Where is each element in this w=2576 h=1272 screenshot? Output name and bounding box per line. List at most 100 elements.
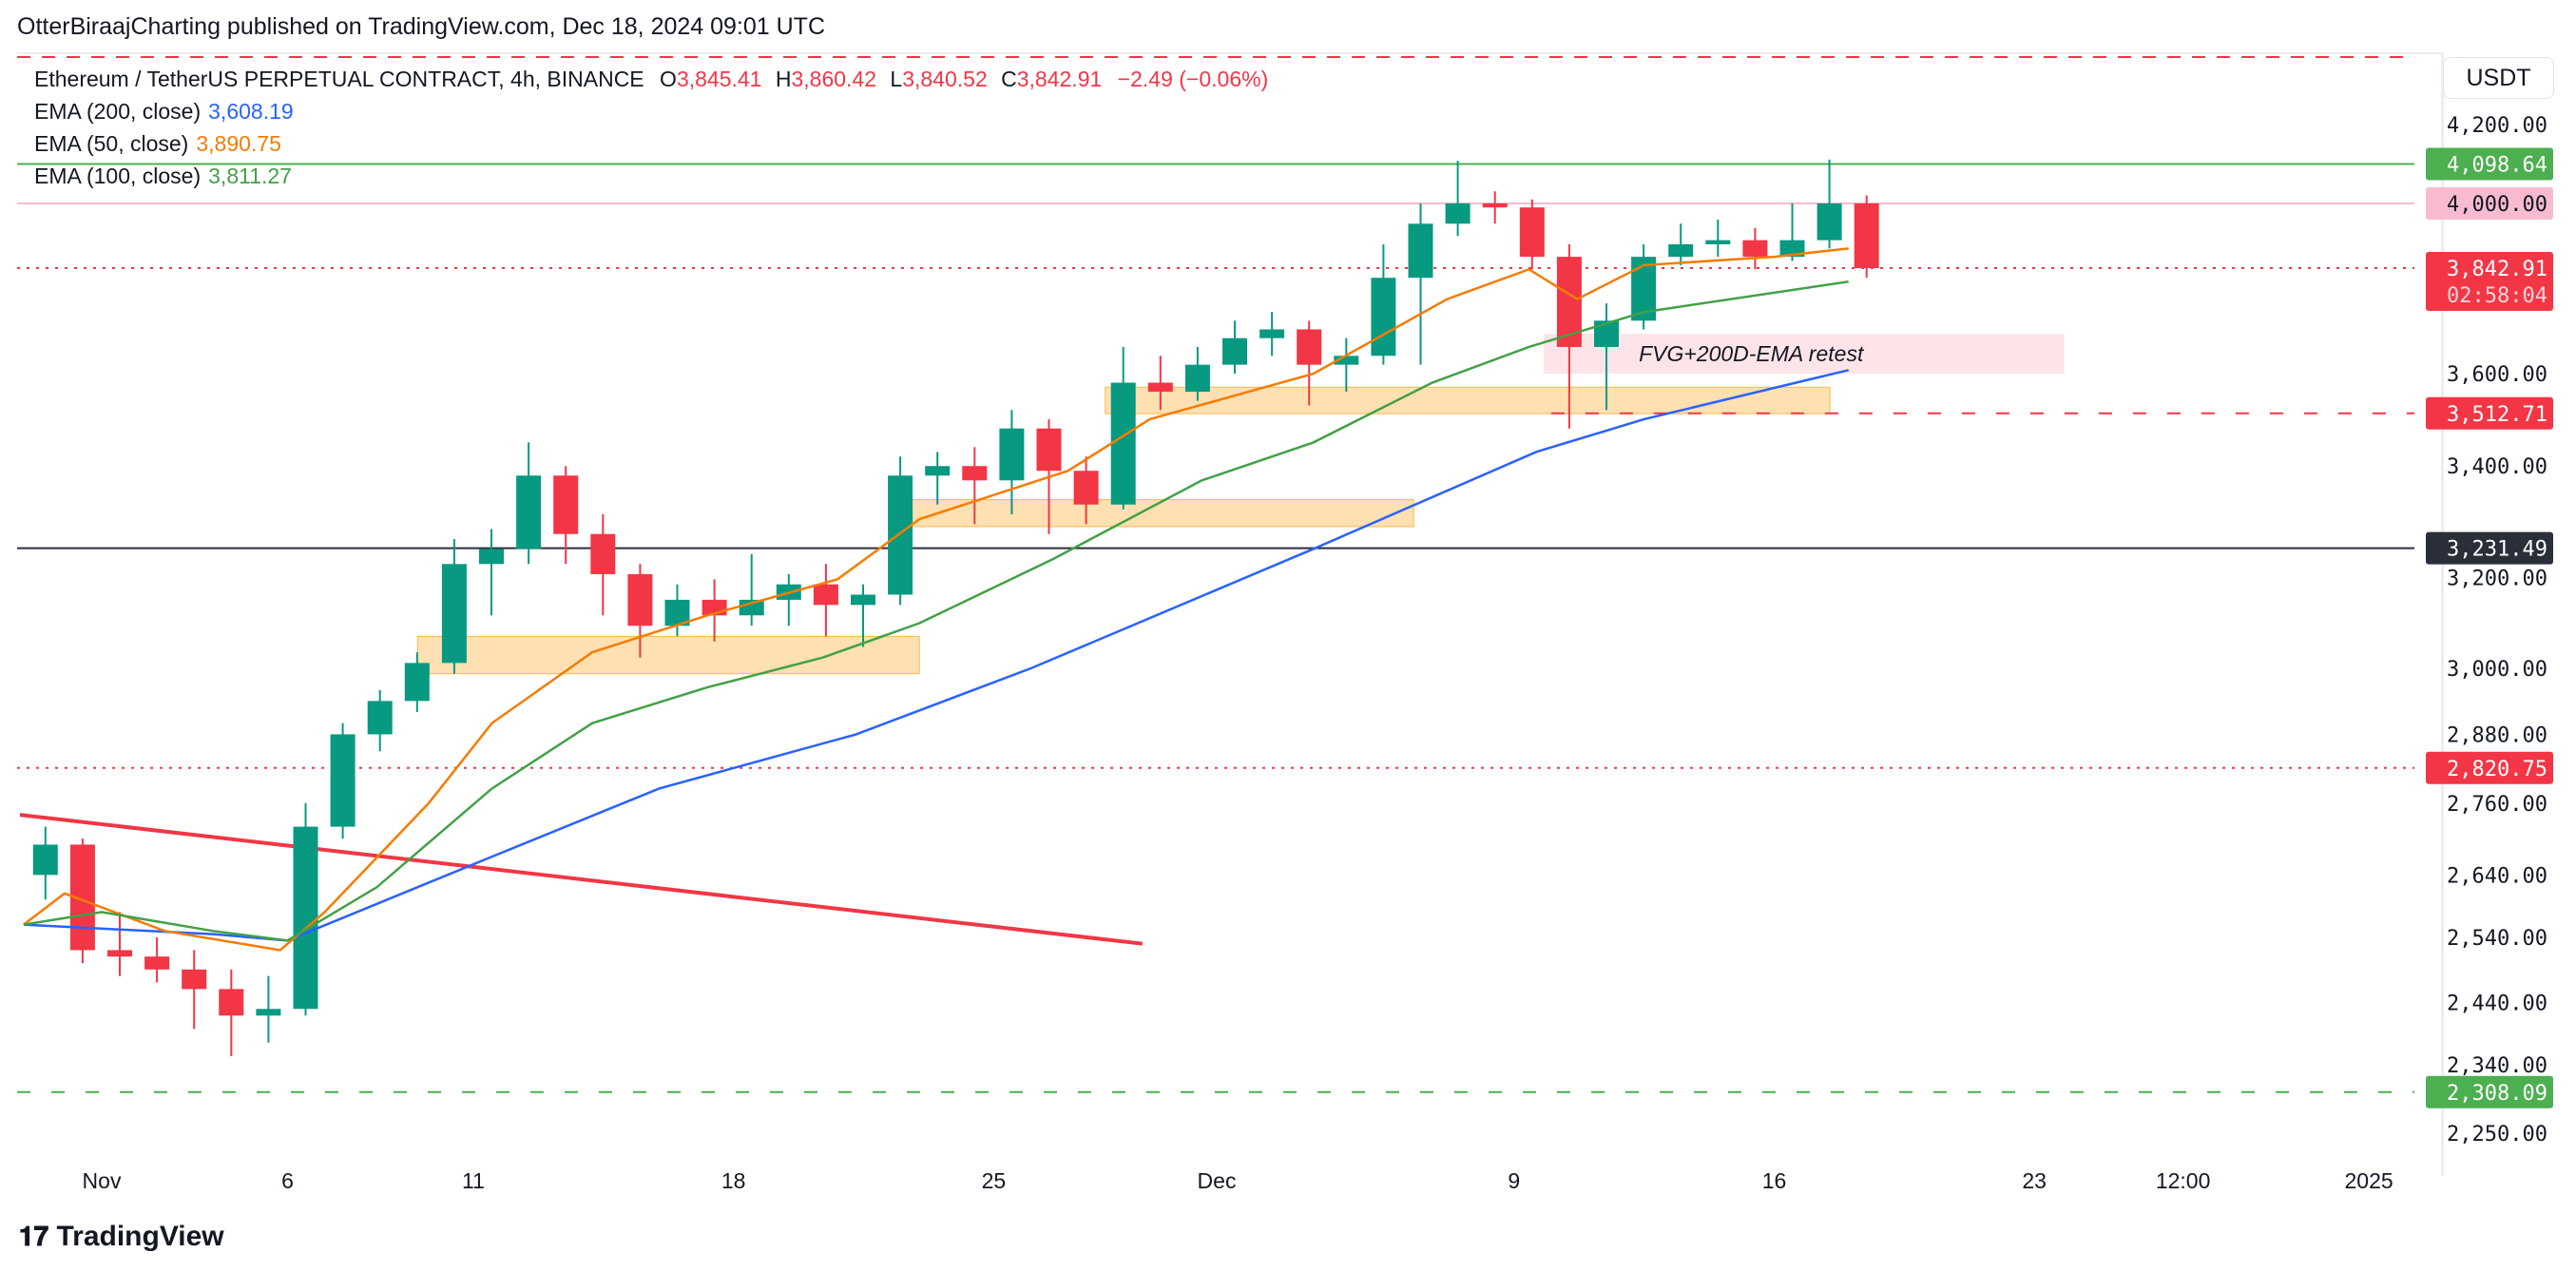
candle-body [962, 466, 988, 481]
ohlc-high-label: H [775, 67, 792, 91]
candle-body [590, 533, 616, 574]
candle-body [1408, 223, 1433, 279]
candle-body [851, 594, 875, 606]
y-tick-label: 2,640.00 [2447, 864, 2547, 888]
zone-3 [1544, 334, 2065, 375]
candle-body [1371, 278, 1396, 357]
price-label: 4,000.00 [2447, 193, 2547, 217]
x-tick-label: 6 [281, 1168, 294, 1193]
candle-body [219, 989, 244, 1016]
y-tick-label: 3,200.00 [2447, 568, 2547, 591]
price-label: 3,842.91 [2447, 258, 2547, 281]
x-tick-label: 16 [1762, 1168, 1787, 1193]
candle-body [1705, 240, 1731, 244]
candle-body [182, 969, 207, 990]
price-label-bg [2426, 531, 2553, 565]
currency-button[interactable]: USDT [2443, 57, 2554, 99]
zone-2 [1105, 386, 1831, 414]
candle-body [813, 584, 838, 606]
x-tick-label: 11 [462, 1168, 485, 1193]
candle-body [1184, 364, 1210, 393]
candle-body [1854, 202, 1879, 269]
ema100-label: EMA (100, close) [34, 164, 202, 188]
ema50-value: 3,890.75 [196, 131, 281, 156]
ohlc-close-label: C [1001, 67, 1017, 91]
candle-body [441, 564, 467, 664]
logo-text: TradingView [56, 1221, 224, 1252]
candle-body [1482, 202, 1508, 208]
candle-body [1334, 356, 1359, 365]
y-tick-label: 2,880.00 [2447, 723, 2547, 747]
price-label-bg [2426, 396, 2553, 430]
symbol-title: Ethereum / TetherUS PERPETUAL CONTRACT, … [34, 67, 644, 91]
price-label: 3,512.71 [2447, 403, 2547, 427]
price-label-bg [2426, 147, 2553, 181]
x-tick-label: 25 [982, 1168, 1007, 1193]
ohlc-close: 3,842.91 [1016, 67, 1103, 91]
x-tick-label: 9 [1508, 1168, 1520, 1193]
candle-body [1445, 202, 1471, 224]
ohlc-low-label: L [890, 67, 903, 91]
candle-body [107, 950, 132, 957]
candle-body [330, 734, 356, 827]
price-label-bg [2426, 252, 2553, 312]
candle-body [256, 1009, 281, 1016]
ohlc-open-label: O [660, 67, 677, 91]
candle-body [1073, 471, 1099, 505]
ohlc-low: 3,840.52 [902, 67, 988, 91]
candle-body [627, 573, 653, 626]
price-label: 3,231.49 [2447, 538, 2547, 562]
candle-body [999, 428, 1025, 481]
price-label: 2,820.75 [2447, 758, 2547, 781]
ema50-legend[interactable]: EMA (50, close) 3,890.75 [34, 127, 1268, 160]
x-tick-label: 18 [721, 1168, 746, 1193]
tv-logo-icon: 𝟏𝟕 [19, 1222, 49, 1251]
trendline [19, 813, 1144, 946]
y-tick-label: 2,440.00 [2447, 992, 2547, 1015]
candle-body [1147, 382, 1173, 393]
tradingview-logo[interactable]: 𝟏𝟕 TradingView [19, 1221, 224, 1253]
ema100-legend[interactable]: EMA (100, close) 3,811.27 [34, 160, 1268, 192]
candle-body [888, 475, 913, 595]
candle-body [1222, 337, 1247, 365]
candle-body [1779, 240, 1805, 258]
price-label-bg [2426, 186, 2553, 220]
ohlc-open: 3,845.41 [676, 67, 762, 91]
candle-body [1556, 257, 1582, 347]
price-label: 4,098.64 [2447, 154, 2547, 178]
candle-body [144, 956, 170, 970]
x-tick-label: Nov [83, 1168, 122, 1193]
y-tick-label: 2,760.00 [2447, 793, 2547, 817]
ema50-label: EMA (50, close) [34, 131, 189, 156]
ohlc-change: −2.49 (−0.06%) [1117, 67, 1269, 91]
candle-body [1297, 329, 1322, 365]
ema200-label: EMA (200, close) [34, 99, 202, 124]
candle-body [925, 466, 951, 476]
zone-0 [416, 635, 920, 675]
ema200-value: 3,608.19 [208, 99, 294, 124]
candle-body [1668, 243, 1694, 258]
candle-body [367, 701, 393, 735]
ema-line-2 [23, 279, 1849, 942]
zone-label: FVG+200D-EMA retest [1639, 341, 1865, 366]
candle-body [1036, 428, 1062, 472]
x-tick-label: 2025 [2345, 1168, 2393, 1193]
y-tick-label: 2,250.00 [2447, 1123, 2547, 1147]
ema200-legend[interactable]: EMA (200, close) 3,608.19 [34, 95, 1268, 127]
ema-line-1 [23, 247, 1849, 952]
price-label-bg [2426, 1075, 2553, 1108]
y-tick-label: 3,600.00 [2447, 363, 2547, 387]
candle-body [1519, 207, 1545, 258]
candle-body [479, 549, 504, 565]
candle-body [404, 663, 430, 702]
candle-body [553, 475, 579, 534]
y-tick-label: 2,540.00 [2447, 927, 2547, 951]
candle-body [1817, 202, 1842, 241]
publish-info: OtterBiraajCharting published on Trading… [17, 13, 826, 40]
price-label-bg [2426, 751, 2553, 784]
ema100-value: 3,811.27 [208, 164, 292, 188]
y-tick-label: 3,000.00 [2447, 658, 2547, 682]
candle-body [516, 475, 542, 549]
legend: Ethereum / TetherUS PERPETUAL CONTRACT, … [34, 63, 1268, 192]
